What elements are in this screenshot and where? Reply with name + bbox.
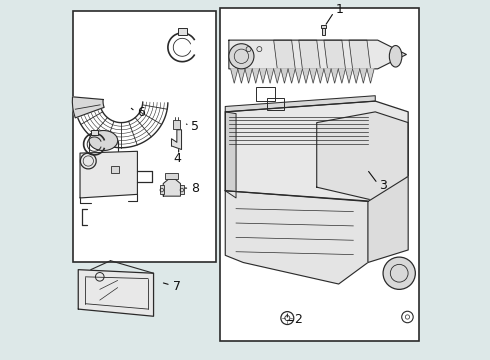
- Polygon shape: [331, 69, 338, 83]
- Polygon shape: [80, 151, 137, 198]
- Circle shape: [383, 257, 416, 289]
- Bar: [256, 87, 275, 101]
- Polygon shape: [349, 40, 370, 69]
- Polygon shape: [229, 40, 406, 69]
- Polygon shape: [302, 69, 310, 83]
- Ellipse shape: [89, 131, 118, 150]
- Polygon shape: [310, 69, 317, 83]
- Polygon shape: [259, 69, 267, 83]
- Bar: [173, 120, 180, 129]
- Polygon shape: [317, 112, 408, 201]
- Polygon shape: [317, 69, 324, 83]
- Polygon shape: [324, 69, 331, 83]
- Polygon shape: [252, 69, 259, 83]
- Circle shape: [229, 44, 254, 69]
- Polygon shape: [238, 69, 245, 83]
- Bar: [73, 12, 216, 262]
- Bar: [220, 8, 419, 341]
- Text: 1: 1: [335, 3, 343, 16]
- Polygon shape: [274, 40, 295, 69]
- Polygon shape: [367, 69, 374, 83]
- Bar: [178, 28, 187, 35]
- Polygon shape: [368, 176, 408, 262]
- Text: 7: 7: [172, 280, 180, 293]
- Polygon shape: [225, 191, 368, 284]
- Bar: [180, 185, 184, 194]
- Polygon shape: [299, 40, 320, 69]
- Ellipse shape: [390, 45, 402, 67]
- Polygon shape: [78, 270, 153, 316]
- Bar: [111, 166, 120, 173]
- Bar: [160, 185, 164, 194]
- Polygon shape: [324, 40, 345, 69]
- Text: 6: 6: [137, 106, 145, 119]
- Polygon shape: [353, 69, 360, 83]
- Text: 4: 4: [173, 152, 181, 165]
- Polygon shape: [245, 69, 252, 83]
- Polygon shape: [73, 97, 104, 118]
- Polygon shape: [225, 112, 236, 198]
- Polygon shape: [338, 69, 345, 83]
- Text: 3: 3: [379, 179, 388, 192]
- Polygon shape: [172, 130, 181, 149]
- Polygon shape: [295, 69, 302, 83]
- Polygon shape: [225, 101, 408, 202]
- Polygon shape: [288, 69, 295, 83]
- Polygon shape: [281, 69, 288, 83]
- Bar: [165, 173, 178, 179]
- Bar: [91, 130, 98, 135]
- Polygon shape: [274, 69, 281, 83]
- Bar: [321, 25, 326, 28]
- Polygon shape: [231, 69, 238, 83]
- Polygon shape: [163, 179, 180, 196]
- Bar: [322, 28, 325, 35]
- Polygon shape: [225, 96, 375, 112]
- Polygon shape: [345, 69, 353, 83]
- Text: 5: 5: [191, 121, 199, 134]
- Polygon shape: [360, 69, 367, 83]
- Text: 2: 2: [294, 313, 302, 327]
- Text: 8: 8: [191, 183, 199, 195]
- Polygon shape: [267, 69, 274, 83]
- Bar: [267, 98, 285, 110]
